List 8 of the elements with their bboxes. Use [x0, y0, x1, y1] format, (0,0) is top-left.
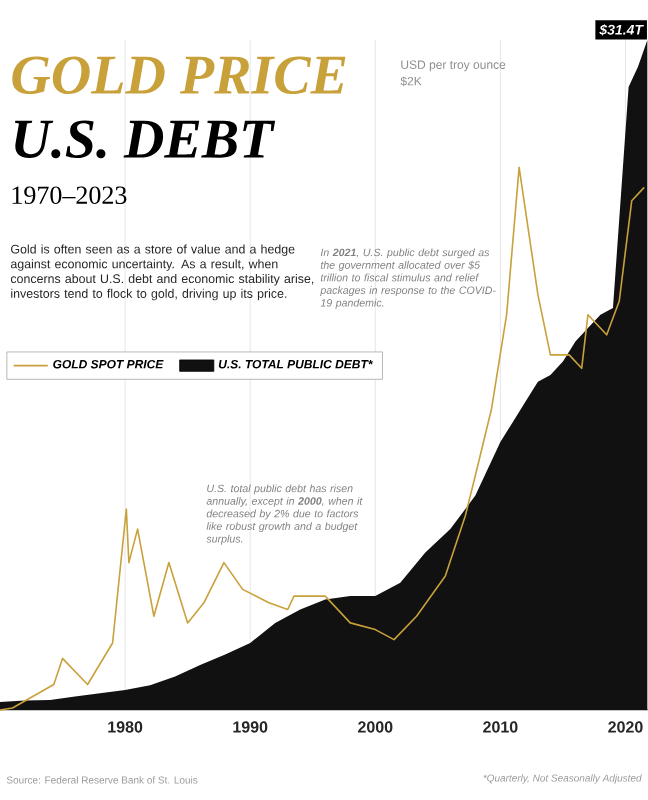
x-tick-label: 2020 [608, 721, 643, 733]
text: U.S. DEBT [14, 120, 276, 159]
x-tick-label: 1990 [233, 721, 268, 733]
x-tick-label: 1980 [108, 721, 143, 733]
x-axis-title: 1970–2023 [12, 186, 127, 204]
x-tick-label: 2000 [358, 721, 393, 733]
x-tick-label: 2010 [483, 721, 518, 733]
chart-title: GOLD PRICE [12, 56, 346, 95]
